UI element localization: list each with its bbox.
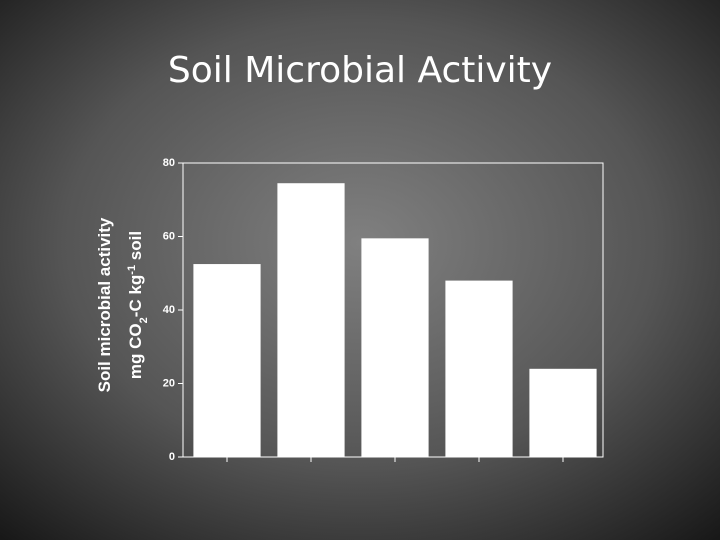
y-axis-label-part: -1	[126, 265, 138, 275]
y-axis-label: Soil microbial activity	[95, 217, 114, 392]
y-axis-label-part: soil	[126, 231, 145, 265]
y-axis-label-part: 2	[138, 317, 150, 323]
bar	[193, 264, 261, 457]
bar	[277, 183, 345, 457]
y-axis-label: mg CO2-C kg-1 soil	[126, 231, 150, 379]
y-tick-label: 40	[163, 304, 175, 316]
y-axis-label-part: -C kg	[126, 275, 145, 318]
slide-title: Soil Microbial Activity	[168, 50, 552, 91]
bar	[445, 280, 513, 457]
bar	[361, 238, 429, 457]
y-tick-label: 20	[163, 377, 175, 389]
bar	[529, 368, 597, 457]
y-tick-label: 80	[163, 157, 175, 169]
y-tick-label: 0	[169, 451, 175, 463]
y-axis-label-part: mg CO	[126, 323, 145, 379]
y-tick-label: 60	[163, 230, 175, 242]
